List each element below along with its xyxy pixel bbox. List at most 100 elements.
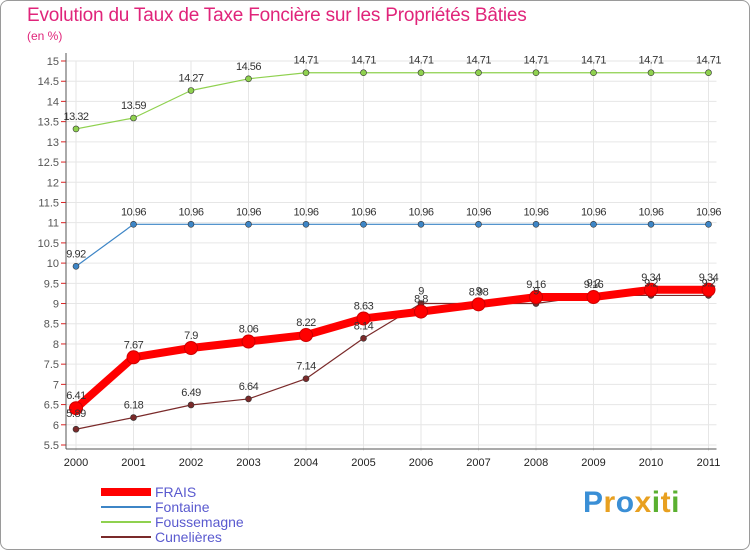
data-point xyxy=(360,221,367,228)
data-point xyxy=(245,75,252,83)
legend-swatch-fontaine xyxy=(101,506,151,508)
data-label: 10.96 xyxy=(293,206,318,218)
y-tick-label: 8 xyxy=(53,339,59,351)
data-point xyxy=(302,375,310,383)
data-label: 6.49 xyxy=(181,387,201,399)
data-point xyxy=(356,311,371,326)
series-line-foussemagne xyxy=(75,72,709,130)
legend-swatch-foussemagne xyxy=(101,521,151,523)
data-label: 9 xyxy=(533,286,539,298)
data-point xyxy=(417,221,425,228)
data-point xyxy=(475,221,482,228)
data-label: 7.14 xyxy=(296,361,316,373)
data-point xyxy=(705,69,712,77)
data-point xyxy=(302,69,310,77)
data-label: 6.64 xyxy=(239,381,259,393)
logo-letter: i xyxy=(651,486,661,519)
data-label: 13.59 xyxy=(121,100,146,112)
data-label: 9 xyxy=(418,286,424,298)
data-label: 14.71 xyxy=(581,55,606,67)
data-point xyxy=(187,221,195,228)
data-point xyxy=(130,414,137,421)
data-label: 10.96 xyxy=(581,206,606,218)
data-label: 14.71 xyxy=(293,55,318,67)
data-point xyxy=(245,221,252,228)
logo-letter: t xyxy=(660,486,672,519)
y-tick-label: 8.5 xyxy=(44,319,59,331)
data-label: 14.56 xyxy=(236,61,261,73)
data-label: 8.8 xyxy=(414,294,428,306)
legend-item-cunelieres[interactable]: Cunelières xyxy=(101,529,301,545)
data-point xyxy=(302,221,310,228)
data-label: 7.9 xyxy=(184,330,198,342)
y-tick-label: 6.5 xyxy=(44,400,59,412)
legend-item-foussemagne[interactable]: Foussemagne xyxy=(101,514,301,530)
data-label: 8.22 xyxy=(296,317,316,329)
x-tick-label: 2005 xyxy=(351,457,375,469)
data-label: 8.14 xyxy=(354,320,374,332)
data-label: 9 xyxy=(476,286,482,298)
data-label: 10.96 xyxy=(236,206,261,218)
y-tick-label: 5.5 xyxy=(44,440,59,452)
y-tick-label: 10.5 xyxy=(38,238,59,250)
legend-item-fontaine[interactable]: Fontaine xyxy=(101,499,301,515)
data-point xyxy=(475,69,482,77)
data-label: 9.2 xyxy=(702,277,716,289)
x-tick-label: 2004 xyxy=(294,457,318,469)
data-label: 14.71 xyxy=(351,55,376,67)
data-point xyxy=(299,328,313,343)
data-point xyxy=(647,221,655,228)
data-label: 9.2 xyxy=(587,277,601,289)
data-label: 10.96 xyxy=(121,206,146,218)
legend-item-frais[interactable]: FRAIS xyxy=(101,484,301,500)
data-point xyxy=(184,340,198,355)
logo-letter: r xyxy=(603,486,616,519)
y-tick-label: 14 xyxy=(47,96,59,108)
y-tick-label: 9.5 xyxy=(44,278,59,290)
y-tick-label: 15 xyxy=(47,56,59,68)
data-point xyxy=(644,282,658,297)
data-label: 10.96 xyxy=(638,206,663,218)
y-tick-label: 7.5 xyxy=(44,359,59,371)
legend-label-cunelieres: Cunelières xyxy=(155,529,222,545)
data-point xyxy=(471,297,486,312)
y-tick-label: 9 xyxy=(53,299,59,311)
data-point xyxy=(414,304,428,319)
data-label: 8.06 xyxy=(239,324,259,336)
legend-label-frais: FRAIS xyxy=(155,484,197,500)
data-point xyxy=(72,125,80,133)
data-point xyxy=(532,221,540,228)
x-tick-label: 2002 xyxy=(179,457,203,469)
data-point xyxy=(360,334,367,342)
data-point xyxy=(417,69,425,77)
legend-label-fontaine: Fontaine xyxy=(155,499,210,515)
logo-letter: o xyxy=(615,486,635,519)
data-point xyxy=(586,290,601,305)
data-label: 7.67 xyxy=(124,339,144,351)
data-point xyxy=(241,334,256,349)
x-tick-label: 2008 xyxy=(524,457,548,469)
chart-subtitle: (en %) xyxy=(27,29,63,43)
data-label: 14.71 xyxy=(466,55,491,67)
y-tick-label: 13 xyxy=(47,137,59,149)
data-point xyxy=(72,425,80,433)
data-label: 10.96 xyxy=(466,206,491,218)
y-tick-label: 7 xyxy=(53,379,59,391)
data-label: 10.96 xyxy=(408,206,433,218)
data-point xyxy=(72,263,80,270)
data-point xyxy=(245,395,252,403)
data-label: 14.71 xyxy=(408,55,433,67)
data-label: 10.96 xyxy=(696,206,721,218)
data-label: 6.41 xyxy=(66,390,86,402)
data-point xyxy=(590,221,597,228)
data-label: 14.27 xyxy=(178,73,203,85)
data-point xyxy=(590,69,597,77)
data-label: 9.16 xyxy=(584,279,604,291)
y-tick-label: 6 xyxy=(53,420,59,432)
data-point xyxy=(187,401,195,409)
data-point xyxy=(532,69,540,77)
y-tick-label: 11.5 xyxy=(38,197,59,209)
data-label: 5.89 xyxy=(66,408,86,420)
